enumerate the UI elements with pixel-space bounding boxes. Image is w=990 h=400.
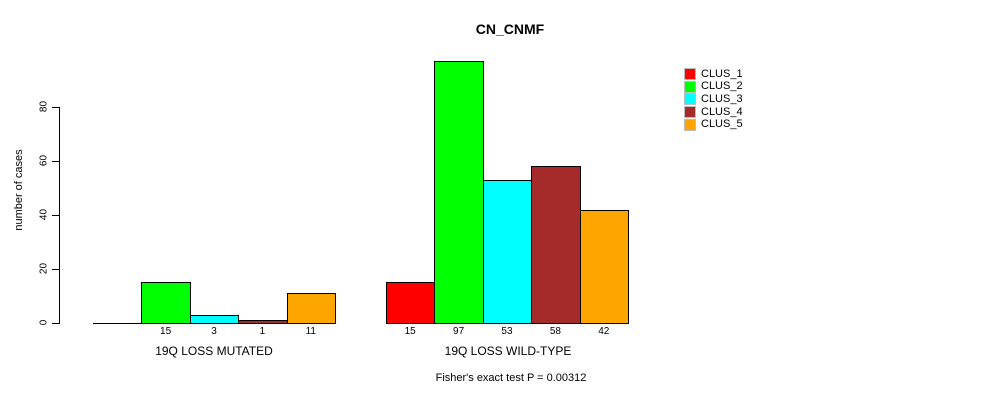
legend-swatch-icon [684, 118, 696, 131]
y-tick-mark [52, 269, 59, 270]
y-tick-mark [52, 323, 59, 324]
bar-value-label: 15 [160, 326, 172, 337]
bar-CLUS_5-group2 [579, 210, 629, 324]
bar-CLUS_2-group1 [141, 282, 191, 324]
bar-value-label: 42 [598, 326, 610, 337]
bar-value-label: 3 [211, 326, 217, 337]
bar-value-label: 97 [453, 326, 465, 337]
fisher-test-annotation: Fisher's exact test P = 0.00312 [435, 372, 587, 384]
y-tick-label: 40 [38, 208, 50, 221]
legend-item-CLUS_5: CLUS_5 [684, 118, 743, 131]
bar-CLUS_3-group2 [482, 180, 533, 324]
y-axis-label: number of cases [13, 149, 25, 231]
legend-label: CLUS_2 [701, 80, 743, 93]
y-axis-line [59, 107, 60, 324]
y-tick-mark [52, 215, 59, 216]
bar-value-label: 1 [259, 326, 266, 337]
bar-CLUS_4-group2 [531, 166, 581, 324]
bar-value-label: 53 [501, 326, 513, 337]
legend-label: CLUS_5 [701, 118, 743, 131]
y-tick-label: 20 [38, 262, 50, 275]
legend-swatch-icon [684, 93, 696, 106]
bar-CLUS_4-group1 [238, 320, 288, 324]
x-group-label-mutated: 19Q LOSS MUTATED [155, 344, 273, 358]
legend-item-CLUS_2: CLUS_2 [684, 80, 743, 94]
y-tick-label: 80 [38, 100, 50, 113]
legend-item-CLUS_3: CLUS_3 [684, 93, 743, 106]
bar-value-label: 11 [305, 326, 316, 337]
legend-swatch-icon [684, 68, 696, 81]
y-tick-mark [52, 161, 59, 162]
legend-item-CLUS_1: CLUS_1 [684, 68, 743, 81]
legend-label: CLUS_3 [701, 92, 743, 105]
bar-CLUS_3-group1 [189, 315, 240, 324]
legend-swatch-icon [684, 106, 696, 119]
bar-CLUS_1-group2 [386, 282, 436, 324]
bar-CLUS_5-group1 [286, 293, 336, 324]
bar-value-label: 15 [404, 326, 416, 337]
chart-title: CN_CNMF [475, 21, 545, 37]
legend-item-CLUS_4: CLUS_4 [684, 106, 743, 119]
legend-label: CLUS_4 [701, 105, 743, 118]
x-group-label-wildtype: 19Q LOSS WILD-TYPE [444, 344, 572, 358]
legend-swatch-icon [684, 80, 696, 93]
y-tick-label: 60 [38, 154, 50, 167]
y-tick-label: 0 [38, 319, 50, 326]
bar-value-label: 58 [549, 326, 561, 337]
bar-CLUS_2-group2 [434, 61, 484, 324]
legend: CLUS_1 CLUS_2 CLUS_3 CLUS_4 CLUS_5 [684, 68, 743, 131]
y-tick-mark [52, 107, 59, 108]
legend-label: CLUS_1 [701, 67, 743, 80]
